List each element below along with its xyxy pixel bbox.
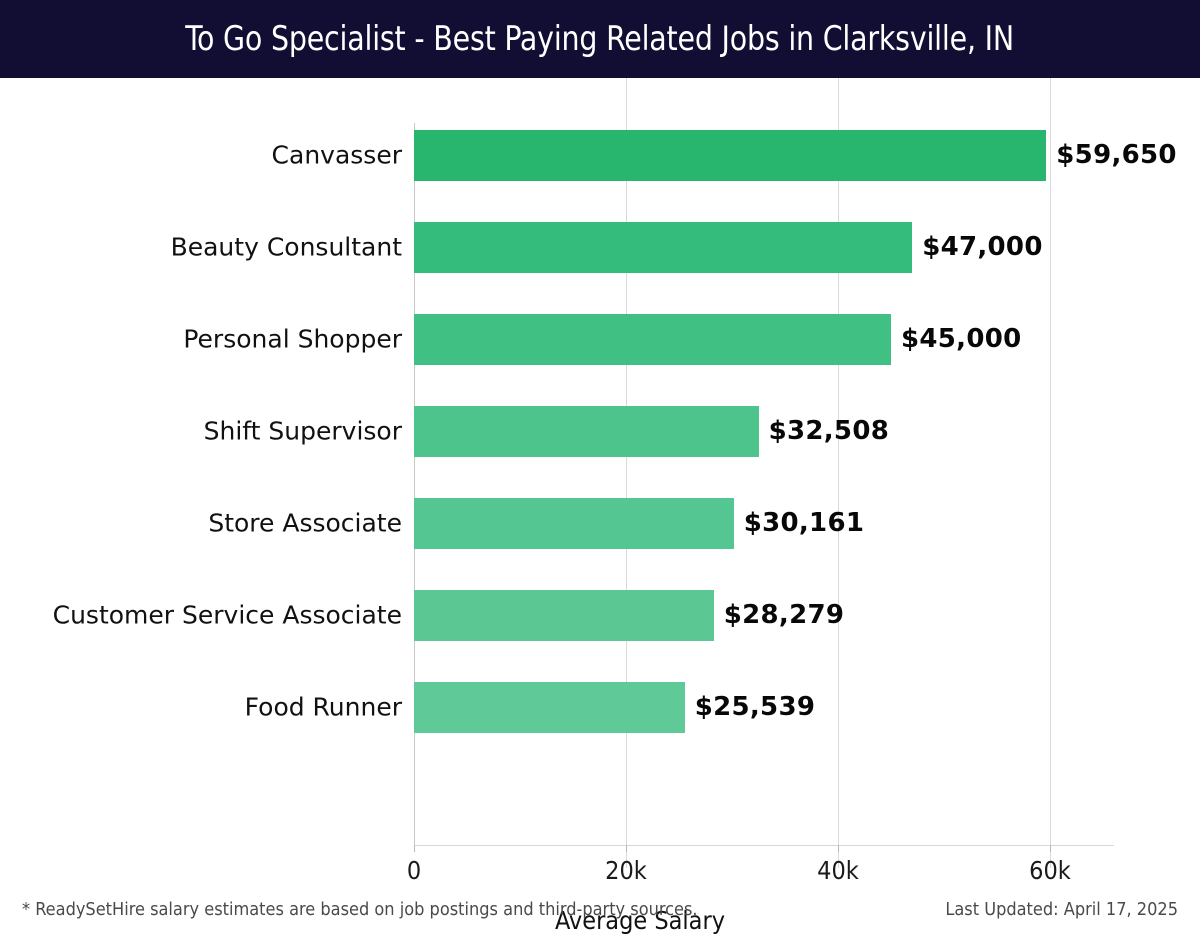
x-axis-tick bbox=[838, 845, 839, 852]
bar[interactable] bbox=[414, 405, 759, 457]
gridline bbox=[626, 78, 627, 868]
footer-disclaimer: * ReadySetHire salary estimates are base… bbox=[22, 899, 698, 920]
x-axis-tick-label: 0 bbox=[406, 856, 422, 885]
bar-value-label: $59,650 bbox=[1056, 140, 1177, 170]
bar-value-label: $30,161 bbox=[743, 508, 865, 538]
category-label: Canvasser bbox=[271, 140, 402, 170]
bar-value-label: $28,279 bbox=[723, 600, 845, 630]
gridline bbox=[838, 78, 839, 868]
x-axis-title: Average Salary bbox=[555, 906, 725, 935]
chart-footer: * ReadySetHire salary estimates are base… bbox=[0, 893, 1200, 940]
bar-row: Shift Supervisor $32,508 bbox=[0, 405, 1200, 457]
category-label: Beauty Consultant bbox=[170, 232, 402, 262]
y-axis-line bbox=[414, 123, 415, 845]
bar-value-label: $45,000 bbox=[901, 324, 1022, 354]
x-axis-tick-label: 40k bbox=[817, 856, 859, 885]
bar-value-label: $25,539 bbox=[694, 692, 816, 722]
footer-last-updated: Last Updated: April 17, 2025 bbox=[945, 899, 1178, 920]
category-label: Customer Service Associate bbox=[52, 600, 402, 630]
bar-value-label: $32,508 bbox=[768, 416, 890, 446]
bar[interactable] bbox=[414, 313, 891, 365]
x-axis-tick bbox=[626, 845, 627, 852]
bar[interactable] bbox=[414, 221, 913, 273]
chart-header-banner: To Go Specialist - Best Paying Related J… bbox=[0, 0, 1200, 78]
x-axis-tick-label: 20k bbox=[605, 856, 647, 885]
bar[interactable] bbox=[414, 589, 714, 641]
bar-row: Customer Service Associate $28,279 bbox=[0, 589, 1200, 641]
category-label: Store Associate bbox=[208, 508, 402, 538]
bar-row: Personal Shopper $45,000 bbox=[0, 313, 1200, 365]
bar-value-label: $47,000 bbox=[922, 232, 1043, 262]
page-title: To Go Specialist - Best Paying Related J… bbox=[185, 19, 1015, 59]
bar-row: Canvasser $59,650 bbox=[0, 129, 1200, 181]
x-axis-line bbox=[414, 845, 1114, 846]
bar-row: Food Runner $25,539 bbox=[0, 681, 1200, 733]
bar[interactable] bbox=[414, 129, 1047, 181]
bar[interactable] bbox=[414, 681, 685, 733]
bar-row: Beauty Consultant $47,000 bbox=[0, 221, 1200, 273]
bar[interactable] bbox=[414, 497, 734, 549]
category-label: Food Runner bbox=[244, 692, 402, 722]
x-axis-tick-label: 60k bbox=[1029, 856, 1071, 885]
category-label: Personal Shopper bbox=[183, 324, 402, 354]
x-axis-tick bbox=[1050, 845, 1051, 852]
chart-plot-region: 0 20k 40k 60k Canvasser $59,650 Beauty Consul… bbox=[0, 78, 1200, 935]
bar-row: Store Associate $30,161 bbox=[0, 497, 1200, 549]
category-label: Shift Supervisor bbox=[203, 416, 402, 446]
x-axis-tick bbox=[414, 845, 415, 852]
gridline bbox=[1050, 78, 1051, 868]
